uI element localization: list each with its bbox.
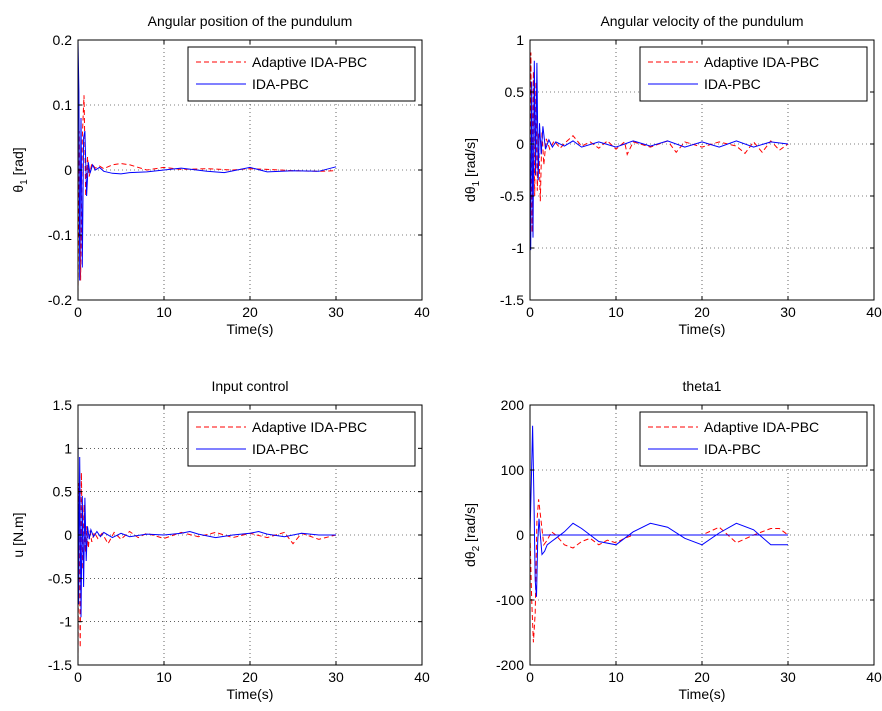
y-tick-label: 0 bbox=[516, 527, 524, 543]
series-line-adaptive bbox=[77, 472, 337, 661]
x-axis-label: Time(s) bbox=[679, 686, 726, 702]
x-tick-label: 30 bbox=[328, 304, 344, 320]
y-axis-label-sub: 1 bbox=[19, 179, 30, 185]
x-tick-label: 20 bbox=[242, 669, 258, 685]
legend-label: IDA-PBC bbox=[704, 441, 761, 457]
x-axis-label: Time(s) bbox=[679, 321, 726, 337]
legend-label: Adaptive IDA-PBC bbox=[252, 419, 367, 435]
x-tick-label: 30 bbox=[780, 304, 796, 320]
series-line-ida-pbc bbox=[77, 39, 337, 281]
x-tick-label: 40 bbox=[866, 304, 882, 320]
subplot-theta1: 0 10 20 30 40 -200 -100 0 100 200 theta1 Time(s) dθ2… bbox=[462, 378, 882, 702]
x-tick-label: 0 bbox=[526, 669, 534, 685]
y-tick-label: 100 bbox=[501, 462, 525, 478]
y-axis-label-sub: 2 bbox=[471, 545, 482, 551]
y-tick-label: -1 bbox=[60, 614, 73, 630]
y-tick-label: -200 bbox=[496, 657, 524, 673]
x-tick-label: 20 bbox=[694, 669, 710, 685]
subplot-angular-position: 0 10 20 30 40 -0.2 -0.1 0 0.1 0.2 Angular position… bbox=[10, 13, 430, 337]
x-tick-label: 0 bbox=[74, 304, 82, 320]
chart-title: Angular position of the pundulum bbox=[148, 13, 353, 29]
legend-label: Adaptive IDA-PBC bbox=[704, 54, 819, 70]
legend: Adaptive IDA-PBC IDA-PBC bbox=[639, 46, 868, 102]
x-tick-label: 20 bbox=[694, 304, 710, 320]
x-tick-label: 0 bbox=[526, 304, 534, 320]
legend-box bbox=[187, 411, 416, 467]
y-axis-label: u [N.m] bbox=[10, 512, 26, 557]
series-line-ida-pbc bbox=[529, 425, 788, 597]
x-tick-label: 30 bbox=[780, 669, 796, 685]
y-tick-label: 1 bbox=[516, 32, 524, 48]
series-line-ida-pbc bbox=[77, 435, 336, 618]
x-tick-label: 30 bbox=[328, 669, 344, 685]
y-axis-label-unit: [rad] bbox=[10, 147, 26, 179]
y-axis-label-main: u [N.m] bbox=[10, 512, 26, 557]
y-tick-label: 0.1 bbox=[53, 97, 73, 113]
y-tick-label: -0.2 bbox=[48, 292, 72, 308]
y-tick-label: 1.5 bbox=[53, 397, 73, 413]
legend-box bbox=[639, 46, 868, 102]
legend-label: IDA-PBC bbox=[252, 441, 309, 457]
x-tick-label: 0 bbox=[74, 669, 82, 685]
legend-label: Adaptive IDA-PBC bbox=[704, 419, 819, 435]
legend: Adaptive IDA-PBC IDA-PBC bbox=[187, 411, 416, 467]
y-tick-label: 0.5 bbox=[505, 84, 525, 100]
x-tick-label: 40 bbox=[866, 669, 882, 685]
x-axis-label: Time(s) bbox=[227, 686, 274, 702]
x-tick-label: 20 bbox=[242, 304, 258, 320]
chart-title: Angular velocity of the pundulum bbox=[600, 13, 803, 29]
y-tick-label: -100 bbox=[496, 592, 524, 608]
y-axis-label-unit: [rad/s] bbox=[462, 503, 478, 546]
y-tick-label: 200 bbox=[501, 397, 525, 413]
subplot-input-control: 0 10 20 30 40 -1.5 -1 -0.5 0 0.5 1 1.5 Input control… bbox=[10, 378, 430, 702]
x-tick-label: 40 bbox=[414, 669, 430, 685]
chart-title: Input control bbox=[211, 378, 288, 394]
y-tick-label: 0.2 bbox=[53, 32, 73, 48]
x-tick-label: 10 bbox=[156, 304, 172, 320]
x-axis-label: Time(s) bbox=[227, 321, 274, 337]
y-tick-label: -0.5 bbox=[48, 570, 72, 586]
y-tick-label: 0.5 bbox=[53, 484, 73, 500]
legend-label: IDA-PBC bbox=[704, 76, 761, 92]
x-tick-label: 10 bbox=[608, 669, 624, 685]
y-axis-label-main: θ bbox=[10, 185, 26, 193]
y-tick-label: 0 bbox=[64, 527, 72, 543]
y-tick-label: 0 bbox=[516, 136, 524, 152]
y-axis-label: θ1 [rad] bbox=[10, 147, 30, 192]
series-line-adaptive bbox=[529, 52, 789, 233]
legend-box bbox=[639, 411, 868, 467]
y-tick-label: -0.1 bbox=[48, 227, 72, 243]
y-tick-label: -1.5 bbox=[48, 657, 72, 673]
x-tick-label: 10 bbox=[608, 304, 624, 320]
legend-box bbox=[187, 46, 416, 102]
legend-label: Adaptive IDA-PBC bbox=[252, 54, 367, 70]
series-line-adaptive bbox=[77, 95, 337, 294]
y-axis-label-unit: [rad/s] bbox=[462, 138, 478, 181]
y-tick-label: 1 bbox=[64, 440, 72, 456]
x-tick-label: 40 bbox=[414, 304, 430, 320]
y-axis-label-sub: 1 bbox=[471, 180, 482, 186]
y-axis-label-main: dθ bbox=[462, 551, 478, 567]
y-tick-label: -0.5 bbox=[500, 188, 524, 204]
legend: Adaptive IDA-PBC IDA-PBC bbox=[639, 411, 868, 467]
series-line-ida-pbc bbox=[529, 60, 789, 251]
y-axis-label: dθ2 [rad/s] bbox=[462, 503, 482, 567]
y-axis-label-main: dθ bbox=[462, 186, 478, 202]
y-tick-label: -1 bbox=[512, 240, 525, 256]
y-tick-label: -1.5 bbox=[500, 292, 524, 308]
legend-label: IDA-PBC bbox=[252, 76, 309, 92]
x-tick-label: 10 bbox=[156, 669, 172, 685]
y-axis-label: dθ1 [rad/s] bbox=[462, 138, 482, 202]
legend: Adaptive IDA-PBC IDA-PBC bbox=[187, 46, 416, 102]
series-line-adaptive bbox=[529, 499, 789, 643]
chart-title: theta1 bbox=[683, 378, 722, 394]
y-tick-label: 0 bbox=[64, 162, 72, 178]
subplot-angular-velocity: 0 10 20 30 40 -1.5 -1 -0.5 0 0.5 1 Angular velocity… bbox=[462, 13, 882, 337]
